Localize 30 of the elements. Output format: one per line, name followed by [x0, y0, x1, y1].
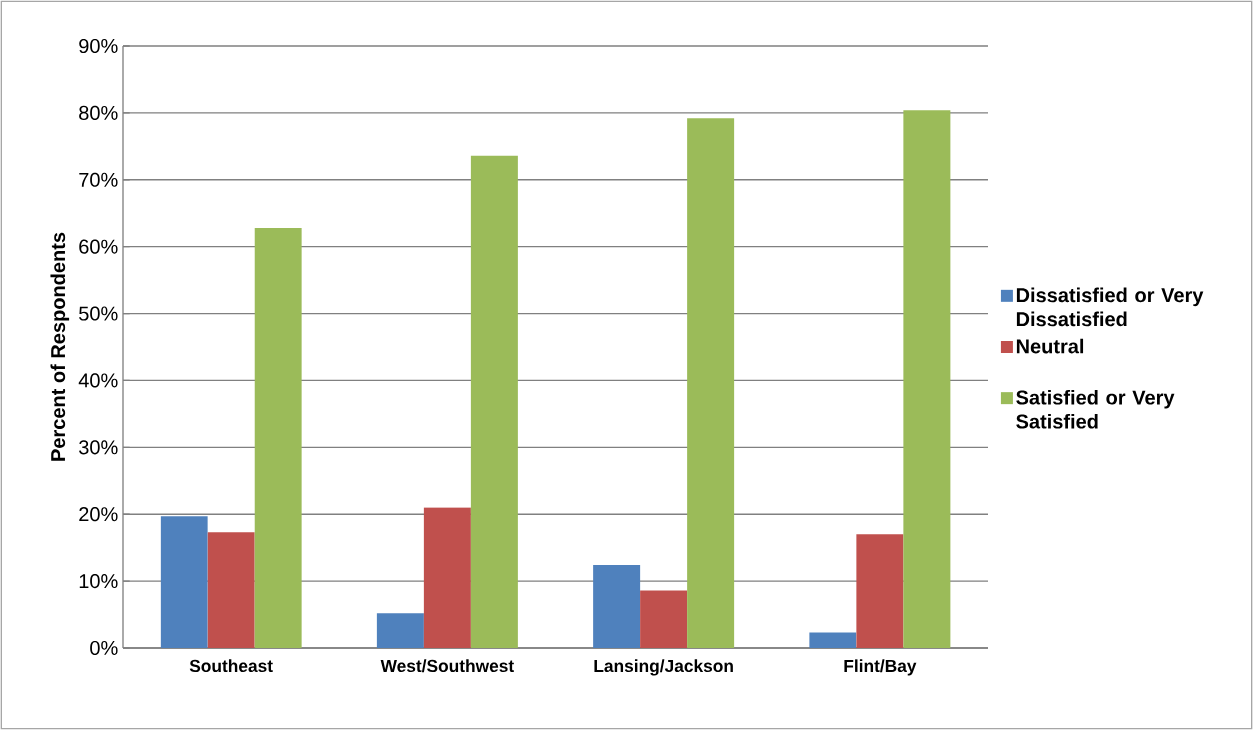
x-tick-label: Southeast	[189, 659, 273, 673]
bar	[593, 565, 641, 648]
bar	[376, 613, 424, 648]
bar	[809, 632, 857, 648]
y-tick-label: 50%	[79, 306, 118, 321]
y-tick-label: 20%	[79, 507, 118, 522]
legend-label: Neutral	[1016, 338, 1084, 354]
x-tick-label: Lansing/Jackson	[594, 659, 733, 676]
legend-label: Dissatisfied or Very Dissatisfied	[1016, 287, 1204, 327]
y-tick-label: 60%	[79, 239, 118, 254]
bar	[423, 507, 471, 648]
y-axis-title: Percent of Respondents	[50, 232, 70, 461]
bar	[687, 118, 735, 648]
y-tick-label: 30%	[79, 440, 118, 455]
x-tick-label: West/Southwest	[380, 659, 514, 673]
y-tick-label: 80%	[79, 105, 118, 120]
bar	[856, 534, 904, 648]
y-tick-label: 10%	[79, 574, 118, 589]
bar	[160, 516, 208, 648]
x-tick-label: Flint/Bay	[844, 659, 917, 676]
legend-label: Satisfied or Very Satisfied	[1016, 389, 1175, 429]
y-tick-label: 90%	[79, 38, 118, 54]
y-tick-label: 0%	[90, 640, 118, 656]
y-tick-label: 40%	[78, 373, 118, 388]
y-tick-label: 70%	[79, 172, 118, 187]
bar	[470, 155, 518, 648]
bar	[254, 227, 302, 648]
bar	[640, 590, 688, 648]
bar	[207, 532, 255, 648]
bar	[903, 110, 951, 648]
